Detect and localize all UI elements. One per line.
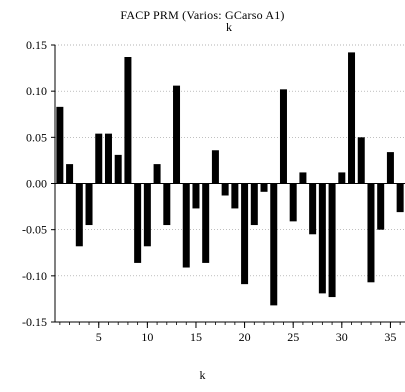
bar-lag-10 [143,183,151,247]
bar-lag-7 [114,154,122,184]
bar-lag-11 [153,164,161,184]
bar-lag-28 [318,183,326,294]
bar-lag-15 [192,183,200,209]
y-tick-label: -0.05 [22,223,47,237]
bar-lag-24 [279,89,287,184]
x-tick-label: 25 [287,330,299,344]
bar-lag-30 [338,172,346,184]
x-tick-label: 5 [96,330,102,344]
bar-layer [56,52,404,306]
bar-lag-35 [386,152,394,184]
x-tick-label: 20 [239,330,251,344]
x-tick-label: 35 [384,330,396,344]
bar-lag-33 [367,183,375,283]
bar-lag-27 [309,183,317,235]
bar-lag-36 [396,183,404,213]
bar-lag-12 [163,183,171,226]
bar-lag-14 [182,183,190,268]
x-tick-label: 15 [190,330,202,344]
bar-lag-22 [260,183,268,192]
x-tick-label: 30 [336,330,348,344]
y-tick-label: -0.15 [22,315,47,329]
bar-lag-8 [124,57,132,184]
bar-lag-5 [95,133,103,184]
bar-lag-32 [357,137,365,184]
bar-lag-21 [250,183,258,226]
bar-lag-2 [66,164,74,184]
bar-lag-9 [134,183,142,263]
bar-lag-25 [289,183,297,222]
bar-lag-19 [231,183,239,209]
x-tick-label: 10 [141,330,153,344]
bar-lag-1 [56,106,64,184]
bar-lag-4 [85,183,93,226]
y-tick-label: 0.10 [26,84,47,98]
bar-lag-31 [348,52,356,184]
bar-lag-13 [173,85,181,184]
bar-lag-34 [377,183,385,230]
bar-lag-3 [75,183,83,247]
chart-title: FACP PRM (Varios: GCarso A1) [120,8,285,22]
bar-lag-17 [211,150,219,184]
tick-layer: -0.15 -0.10 -0.05 0.00 0.05 0.10 0.15 5 10 15 20 25… [22,38,401,344]
y-tick-label: 0.15 [26,38,47,52]
bar-lag-16 [202,183,210,263]
bar-lag-29 [328,183,336,298]
bar-lag-18 [221,183,229,196]
y-tick-label: 0.05 [26,130,47,144]
bar-lag-20 [241,183,249,285]
bar-lag-26 [299,172,307,184]
y-tick-label: 0.00 [26,177,47,191]
grid-layer [55,44,405,277]
chart-title-overlay-mark: k [226,20,232,34]
bar-lag-23 [270,183,278,306]
x-axis-label: k [199,368,206,382]
bar-lag-6 [104,133,112,184]
y-tick-label: -0.10 [22,269,47,283]
